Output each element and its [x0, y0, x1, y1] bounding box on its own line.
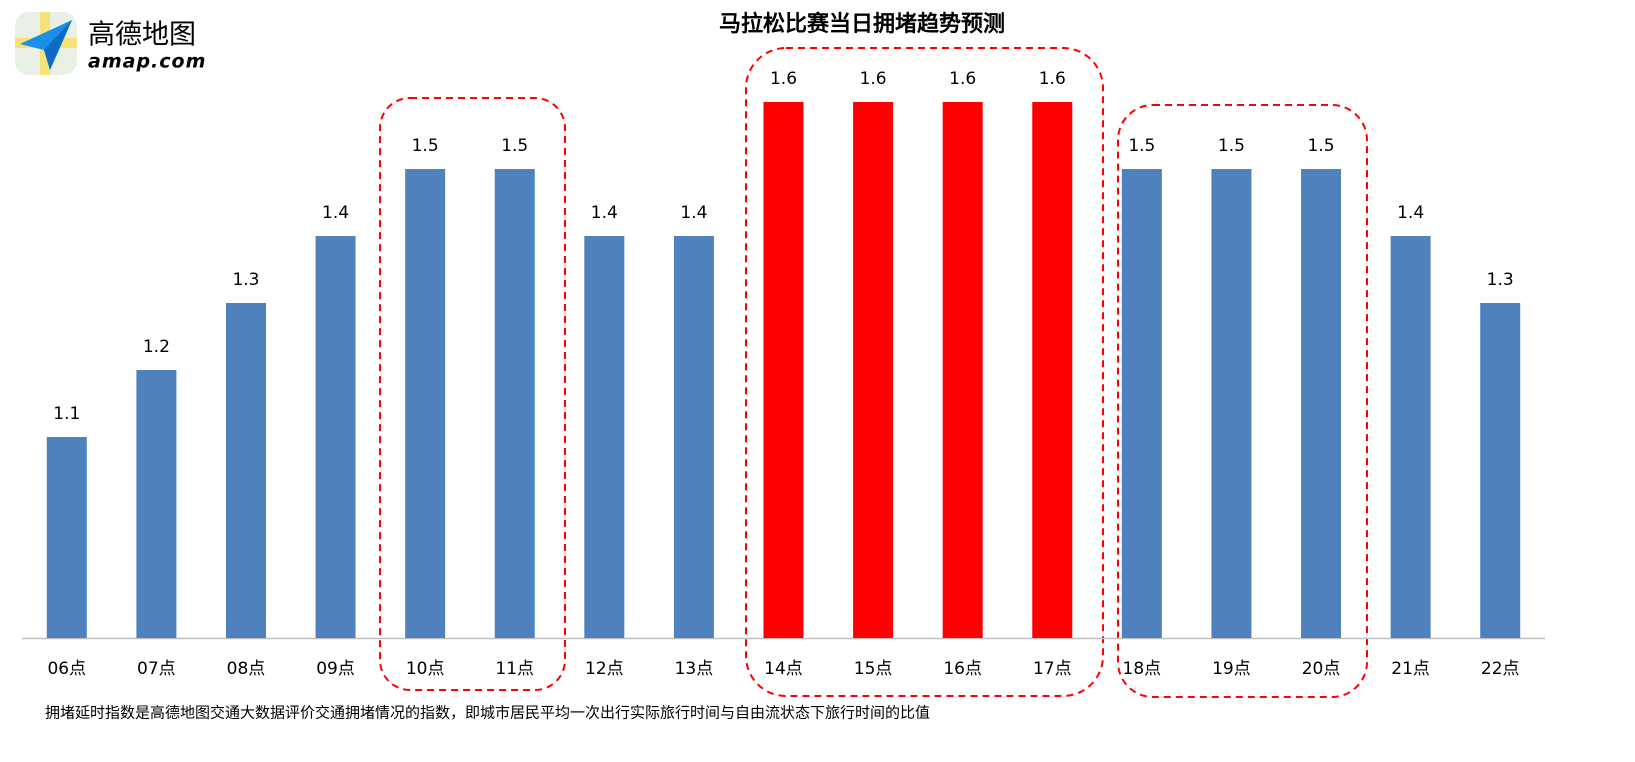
bar — [1121, 169, 1162, 638]
chart-title: 马拉松比赛当日拥堵趋势预测 — [719, 11, 1005, 37]
bar — [942, 102, 983, 638]
bar — [1390, 236, 1431, 638]
bar — [763, 102, 804, 638]
x-tick-label: 16点 — [943, 659, 982, 679]
bar — [136, 370, 177, 638]
x-tick-label: 22点 — [1481, 659, 1520, 679]
bar — [494, 169, 535, 638]
x-tick-label: 08点 — [227, 659, 266, 679]
x-tick-label: 11点 — [495, 659, 534, 679]
x-tick-label: 21点 — [1391, 659, 1430, 679]
highlight-box — [745, 47, 1104, 697]
value-label: 1.4 — [322, 203, 349, 223]
value-label: 1.4 — [680, 203, 707, 223]
value-label: 1.5 — [412, 136, 439, 156]
bar — [853, 102, 894, 638]
logo-plane — [20, 20, 72, 70]
bar — [1480, 303, 1521, 638]
value-label: 1.4 — [591, 203, 618, 223]
bar — [584, 236, 625, 638]
x-tick-label: 17点 — [1033, 659, 1072, 679]
footnote: 拥堵延时指数是高德地图交通大数据评价交通拥堵情况的指数，即城市居民平均一次出行实… — [45, 704, 930, 722]
value-label: 1.5 — [501, 136, 528, 156]
logo-plane-shade — [44, 20, 72, 70]
value-label: 1.6 — [770, 69, 797, 89]
logo: 高德地图 amap.com — [15, 12, 206, 75]
value-label: 1.5 — [1218, 136, 1245, 156]
bar — [46, 437, 87, 638]
value-label: 1.3 — [1487, 270, 1514, 290]
value-label: 1.5 — [1308, 136, 1335, 156]
x-tick-label: 07点 — [137, 659, 176, 679]
logo-name: 高德地图 — [88, 20, 196, 51]
bar — [315, 236, 356, 638]
bar — [1301, 169, 1342, 638]
bar — [1211, 169, 1252, 638]
value-label: 1.3 — [232, 270, 259, 290]
logo-site: amap.com — [88, 51, 206, 73]
x-tick-label: 06点 — [47, 659, 86, 679]
highlight-box — [379, 97, 566, 691]
bar — [673, 236, 714, 638]
highlight-box — [1117, 104, 1368, 698]
x-tick-label: 10点 — [406, 659, 445, 679]
value-label: 1.1 — [53, 404, 80, 424]
x-tick-label: 18点 — [1123, 659, 1162, 679]
x-tick-label: 09点 — [316, 659, 355, 679]
x-tick-label: 20点 — [1302, 659, 1341, 679]
x-tick-label: 14点 — [764, 659, 803, 679]
x-tick-label: 13点 — [675, 659, 714, 679]
bar — [225, 303, 266, 638]
x-tick-label: 15点 — [854, 659, 893, 679]
value-label: 1.2 — [143, 337, 170, 357]
x-tick-label: 19点 — [1212, 659, 1251, 679]
highlight-boxes — [379, 47, 1368, 698]
bar — [1032, 102, 1073, 638]
value-label: 1.4 — [1397, 203, 1424, 223]
x-tick-label: 12点 — [585, 659, 624, 679]
value-label: 1.6 — [949, 69, 976, 89]
value-label: 1.6 — [1039, 69, 1066, 89]
value-label: 1.6 — [860, 69, 887, 89]
bar — [405, 169, 446, 638]
value-label: 1.5 — [1128, 136, 1155, 156]
